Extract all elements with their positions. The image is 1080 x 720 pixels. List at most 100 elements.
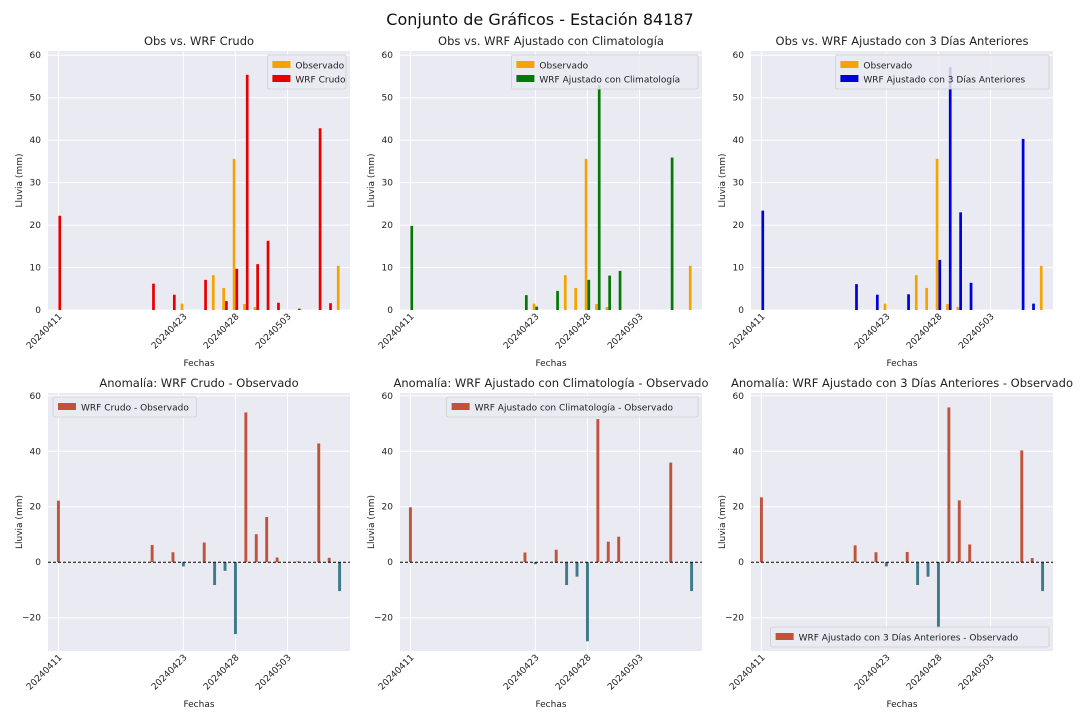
bar [266,240,270,310]
bar [554,549,558,563]
y-tick-label: 10 [382,264,394,274]
bar [556,290,559,310]
bar [1021,138,1025,310]
bar [225,301,228,310]
bar [317,443,321,563]
x-tick-label: 20240503 [957,312,996,351]
x-tick-label: 20240503 [606,653,645,692]
chart-panel-3: 0 10 20 30 40 50 60 20240411 20240423 20240428 202… [718,34,1053,369]
y-tick-label: 30 [30,179,42,189]
x-tick-label: 20240411 [25,653,64,692]
bar [58,215,62,310]
bar [959,212,962,310]
bar [222,287,226,310]
y-tick-label: −20 [22,614,41,624]
legend-label: Observado [295,62,344,72]
x-tick-label: 20240428 [202,653,242,693]
bar [180,303,184,310]
bar [211,275,215,310]
bar [596,419,600,563]
y-tick-label: 40 [382,447,394,457]
bar [532,303,536,310]
y-tick-label: 0 [35,558,41,568]
bar [253,307,257,310]
y-tick-label: −20 [374,614,393,624]
legend: Observado WRF Ajustado con Climatología [511,54,699,90]
bar [297,308,301,310]
plot-area [48,393,350,651]
bar [595,304,598,310]
y-tick-label: 30 [382,179,394,189]
x-tick-label: 20240423 [502,653,541,692]
y-axis-label: Lluvia (mm) [367,154,377,208]
bar [947,407,951,563]
bar [585,562,589,642]
bar [265,517,269,563]
chart-panel-5: −20 0 20 40 60 20240411 20240423 20240428 202405… [367,376,709,710]
x-tick-label: 20240428 [202,312,242,352]
x-axis-label: Fechas [183,700,214,710]
y-tick-label: 20 [30,221,42,231]
legend-box [446,396,699,418]
bar [618,270,622,310]
legend-label: Observado [539,62,588,72]
legend-label: WRF Ajustado con Climatología - Observad… [475,404,674,414]
bar [853,545,857,563]
bar [181,562,185,567]
bar [587,279,591,310]
y-axis-label: Lluvia (mm) [367,495,377,549]
bar [575,562,579,577]
x-tick-label: 20240503 [606,312,645,351]
y-axis-label: Lluvia (mm) [15,495,25,549]
legend-label: WRF Ajustado con Climatología [539,76,680,86]
chart-panel-2: 0 10 20 30 40 50 60 20240411 20240423 20240428 202… [367,34,702,369]
y-tick-label: 60 [733,51,745,61]
y-tick-label: 10 [733,264,745,274]
y-tick-label: 0 [738,306,744,316]
y-tick-label: 20 [733,221,745,231]
y-tick-label: 20 [382,503,394,513]
bar [533,562,537,565]
y-tick-label: 50 [30,94,42,104]
bar [256,264,259,310]
y-tick-label: 50 [733,94,745,104]
y-tick-label: 10 [30,264,42,274]
x-tick-label: 20240428 [905,653,945,693]
bar [410,225,414,310]
chart-title: Obs vs. WRF Ajustado con 3 Días Anterior… [776,34,1029,48]
legend: Observado WRF Ajustado con 3 Días Anterio… [835,54,1050,90]
y-tick-label: 60 [30,392,42,402]
y-tick-label: 50 [382,94,394,104]
bar [936,562,940,629]
bar [669,462,673,563]
bar [150,545,154,563]
x-tick-label: 20240411 [728,653,767,692]
bar [204,279,207,310]
bar [883,303,887,310]
bar [233,562,237,635]
bar [338,562,342,592]
bar [606,541,610,563]
bar [243,304,246,310]
bar [56,500,60,563]
chart-panel-1: 0 10 20 30 40 50 60 20240411 20240423 20240428 202… [15,34,350,369]
legend-box [511,54,699,90]
bar [690,562,694,592]
plot-area [751,51,1053,310]
legend-swatch [516,61,535,68]
bar [1041,562,1045,592]
bar [254,534,258,563]
bar [884,562,888,567]
bar [1032,303,1035,310]
bar [935,158,939,310]
chart-title: Anomalía: WRF Crudo - Observado [99,376,298,390]
bar [235,268,239,310]
chart-title: Anomalía: WRF Ajustado con Climatología … [393,376,708,390]
legend-swatch [840,75,859,82]
bar [327,557,331,563]
x-tick-label: 20240423 [853,312,892,351]
bar [565,562,569,585]
x-tick-label: 20240428 [905,312,945,352]
bar [874,552,878,563]
bar [296,561,300,563]
